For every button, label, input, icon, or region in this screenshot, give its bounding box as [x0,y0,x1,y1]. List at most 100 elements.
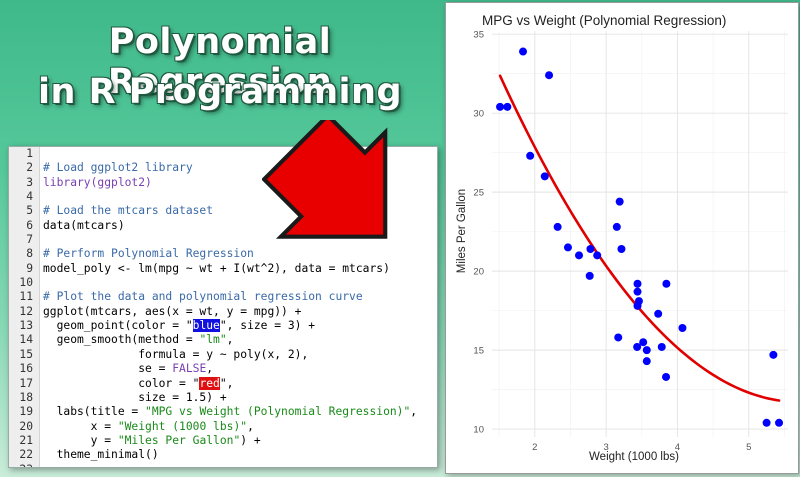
code-token: ) + [240,433,261,447]
chart-title: MPG vs Weight (Polynomial Regression) [482,13,726,28]
y-tick-label: 25 [473,188,484,199]
data-point [593,251,602,260]
code-token: , [206,362,214,376]
data-point [642,357,651,366]
line-number: 18 [19,390,33,404]
code-token: "Weight (1000 lbs)" [117,419,248,433]
line-number: 11 [19,290,33,304]
code-line: 16 se = FALSE, [9,362,417,376]
code-line: 3 library(ggplot2) [9,176,417,190]
line-number-gutter [9,147,40,467]
data-point [586,245,595,254]
data-point [775,418,784,427]
line-number: 10 [19,276,33,290]
line-number: 23 [9,463,33,467]
code-line: 10 [9,276,417,290]
line-number: 19 [19,405,33,419]
code-token: , [410,405,418,419]
code-line: 15 formula = y ~ poly(x, 2), [9,348,417,362]
line-number: 8 [26,247,33,261]
red-arrow-icon [262,120,388,239]
code-token: ", size = 3) + [219,319,316,333]
regression-curve [498,74,781,402]
code-token: se = [43,362,173,376]
code-token: ", [219,376,234,390]
line-number: 14 [19,333,33,347]
code-line: 17 color = "red", [9,376,417,391]
code-token: # Load the mtcars dataset [43,204,214,218]
x-tick-label: 4 [675,442,680,453]
data-point [575,251,584,260]
data-point [553,222,562,231]
x-tick-label: 3 [603,442,608,453]
code-line: 22 theme_minimal() [9,448,417,462]
code-token: size = 1.5) + [43,390,227,404]
data-point [617,245,626,254]
headline-line-2: in R Programming [37,72,403,112]
code-line: 9 model_poly <- lm(mpg ~ wt + I(wt^2), da… [9,262,417,276]
code-token: # Load ggplot2 library [43,161,193,175]
code-token: geom_smooth(method = [43,333,200,347]
data-point [678,323,687,332]
code-line: 4 [9,190,417,204]
code-line: 12 ggplot(mtcars, aes(x = wt, y = mpg)) + [9,305,417,319]
code-block: 1 2 # Load ggplot2 library 3 library(ggplot2… [9,147,417,467]
code-token: x = [43,419,118,433]
code-token: , [226,333,234,347]
data-point [633,279,642,288]
code-token: # Perform Polynomial Regression [43,247,254,261]
line-number: 5 [26,204,33,218]
code-token: blue [192,319,220,333]
code-token: FALSE [172,362,207,376]
line-number: 21 [19,433,33,447]
code-token: labs(title = [43,405,146,419]
line-number: 12 [19,304,33,318]
code-token: color = " [43,376,200,390]
data-point [563,243,572,252]
data-point [585,271,594,280]
x-tick-label: 2 [532,442,537,453]
code-token: "lm" [199,333,227,347]
code-token: data(mtcars) [43,218,125,232]
data-point [762,418,771,427]
code-token: ggplot(mtcars, aes(x = wt, y = mpg)) + [43,304,302,318]
code-line: 1 [9,147,417,161]
headline-line-1: Polynomial Regression [107,22,333,102]
data-point [662,279,671,288]
code-token: "MPG vs Weight (Polynomial Regression)" [145,405,411,419]
data-point [633,301,642,310]
y-tick-label: 15 [473,346,484,357]
data-point [662,372,671,381]
code-token: formula = y ~ poly(x, 2), [43,347,309,361]
code-line: 23 [9,463,417,467]
x-axis-label: Weight (1000 lbs) [589,451,679,463]
line-number: 15 [19,347,33,361]
data-point [612,222,621,231]
data-point [633,287,642,296]
code-line: 8 # Perform Polynomial Regression [9,247,417,261]
chart-panel: MPG vs Weight (Polynomial Regression) We… [445,2,799,474]
code-line: 5 # Load the mtcars dataset [9,204,417,218]
data-point [614,333,623,342]
line-number: 22 [19,448,33,462]
data-point [654,309,663,318]
y-tick-label: 20 [473,267,484,278]
code-line: 19 labs(title = "MPG vs Weight (Polynomi… [9,405,417,419]
code-token: y = [43,433,118,447]
line-number: 4 [26,190,33,204]
data-point [769,350,778,359]
code-line: 18 size = 1.5) + [9,391,417,405]
data-point [503,102,512,111]
y-tick-label: 30 [473,109,484,120]
code-token: "Miles Per Gallon" [117,433,241,447]
code-line: 20 x = "Weight (1000 lbs)", [9,420,417,434]
line-number: 17 [19,376,33,390]
data-point [642,346,651,355]
code-line: 2 # Load ggplot2 library [9,161,417,175]
y-axis-label: Miles Per Gallon [456,189,468,273]
data-point [615,197,624,206]
code-token: model_poly <- lm(mpg ~ wt + I(wt^2), dat… [43,261,390,275]
line-number: 3 [26,175,33,189]
code-token: theme_minimal() [43,448,159,462]
scatter-chart: MPG vs Weight (Polynomial Regression) We… [456,13,788,463]
